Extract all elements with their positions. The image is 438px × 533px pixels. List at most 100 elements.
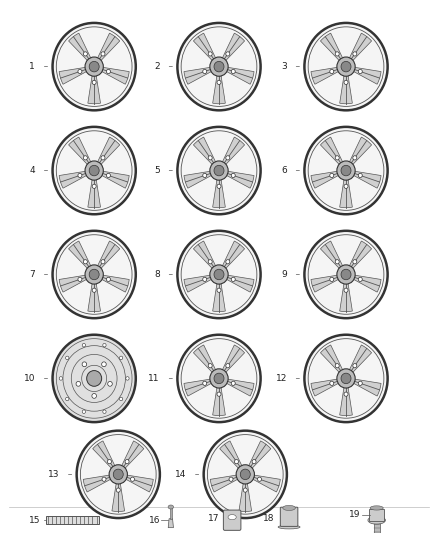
Ellipse shape (113, 469, 123, 480)
Ellipse shape (125, 459, 129, 464)
Polygon shape (349, 33, 371, 62)
Ellipse shape (330, 381, 334, 385)
Ellipse shape (330, 69, 334, 74)
Polygon shape (311, 379, 340, 396)
Ellipse shape (208, 52, 212, 56)
FancyBboxPatch shape (223, 510, 241, 530)
Text: 9: 9 (281, 270, 287, 279)
Polygon shape (83, 475, 112, 492)
Ellipse shape (358, 69, 362, 74)
Ellipse shape (353, 52, 357, 56)
Ellipse shape (330, 173, 334, 177)
Polygon shape (349, 345, 371, 374)
Polygon shape (59, 171, 88, 188)
Text: 19: 19 (350, 511, 361, 519)
Polygon shape (225, 379, 254, 396)
Ellipse shape (85, 265, 103, 284)
Polygon shape (100, 171, 129, 188)
Polygon shape (194, 137, 216, 166)
Ellipse shape (283, 505, 295, 511)
Polygon shape (222, 241, 244, 270)
Ellipse shape (337, 265, 355, 284)
Text: 5: 5 (154, 166, 160, 175)
Ellipse shape (89, 269, 99, 280)
Ellipse shape (358, 381, 362, 385)
Ellipse shape (368, 516, 385, 524)
Ellipse shape (82, 410, 85, 414)
Polygon shape (93, 441, 116, 470)
Ellipse shape (214, 269, 224, 280)
Ellipse shape (231, 173, 235, 177)
Ellipse shape (92, 80, 96, 84)
Polygon shape (100, 275, 129, 292)
Ellipse shape (77, 431, 160, 518)
Ellipse shape (177, 231, 261, 318)
Ellipse shape (217, 288, 221, 292)
Polygon shape (112, 482, 124, 512)
Ellipse shape (108, 382, 112, 386)
Ellipse shape (204, 431, 287, 518)
Polygon shape (184, 275, 213, 292)
Polygon shape (213, 282, 225, 312)
Ellipse shape (304, 23, 388, 110)
Polygon shape (340, 178, 352, 208)
FancyBboxPatch shape (374, 520, 379, 533)
Ellipse shape (217, 184, 221, 188)
Ellipse shape (53, 127, 136, 214)
Polygon shape (340, 282, 352, 312)
Ellipse shape (102, 477, 106, 481)
Polygon shape (311, 275, 340, 292)
Ellipse shape (228, 514, 236, 520)
Polygon shape (222, 33, 244, 62)
Text: 17: 17 (208, 514, 219, 523)
Polygon shape (352, 379, 381, 396)
Ellipse shape (102, 362, 106, 367)
Ellipse shape (337, 57, 355, 76)
Polygon shape (321, 345, 343, 374)
Ellipse shape (240, 469, 250, 480)
Polygon shape (184, 379, 213, 396)
Ellipse shape (236, 465, 254, 484)
Polygon shape (222, 345, 244, 374)
Polygon shape (124, 475, 153, 492)
Polygon shape (352, 171, 381, 188)
Ellipse shape (214, 165, 224, 176)
Polygon shape (194, 345, 216, 374)
Ellipse shape (83, 156, 87, 160)
Ellipse shape (85, 57, 103, 76)
Text: 11: 11 (148, 374, 160, 383)
Ellipse shape (344, 288, 348, 292)
Ellipse shape (109, 465, 127, 484)
Polygon shape (97, 137, 120, 166)
Ellipse shape (203, 381, 207, 385)
Polygon shape (239, 482, 251, 512)
Polygon shape (321, 241, 343, 270)
Ellipse shape (177, 127, 261, 214)
Ellipse shape (203, 173, 207, 177)
Ellipse shape (214, 373, 224, 384)
Text: 7: 7 (29, 270, 35, 279)
Polygon shape (225, 171, 254, 188)
Text: 4: 4 (29, 166, 35, 175)
Text: 14: 14 (175, 470, 186, 479)
Ellipse shape (229, 477, 233, 481)
Ellipse shape (83, 52, 87, 56)
Ellipse shape (344, 80, 348, 84)
Text: 6: 6 (281, 166, 287, 175)
Polygon shape (210, 475, 239, 492)
Ellipse shape (210, 161, 228, 180)
Polygon shape (222, 137, 244, 166)
Ellipse shape (341, 165, 351, 176)
Ellipse shape (106, 69, 110, 74)
Ellipse shape (92, 184, 96, 188)
Ellipse shape (177, 23, 261, 110)
Polygon shape (88, 178, 100, 208)
Ellipse shape (341, 373, 351, 384)
Ellipse shape (103, 343, 106, 347)
Ellipse shape (214, 61, 224, 72)
Text: 1: 1 (29, 62, 35, 71)
Ellipse shape (226, 52, 230, 56)
Polygon shape (97, 33, 120, 62)
Polygon shape (168, 519, 173, 528)
Ellipse shape (304, 335, 388, 422)
